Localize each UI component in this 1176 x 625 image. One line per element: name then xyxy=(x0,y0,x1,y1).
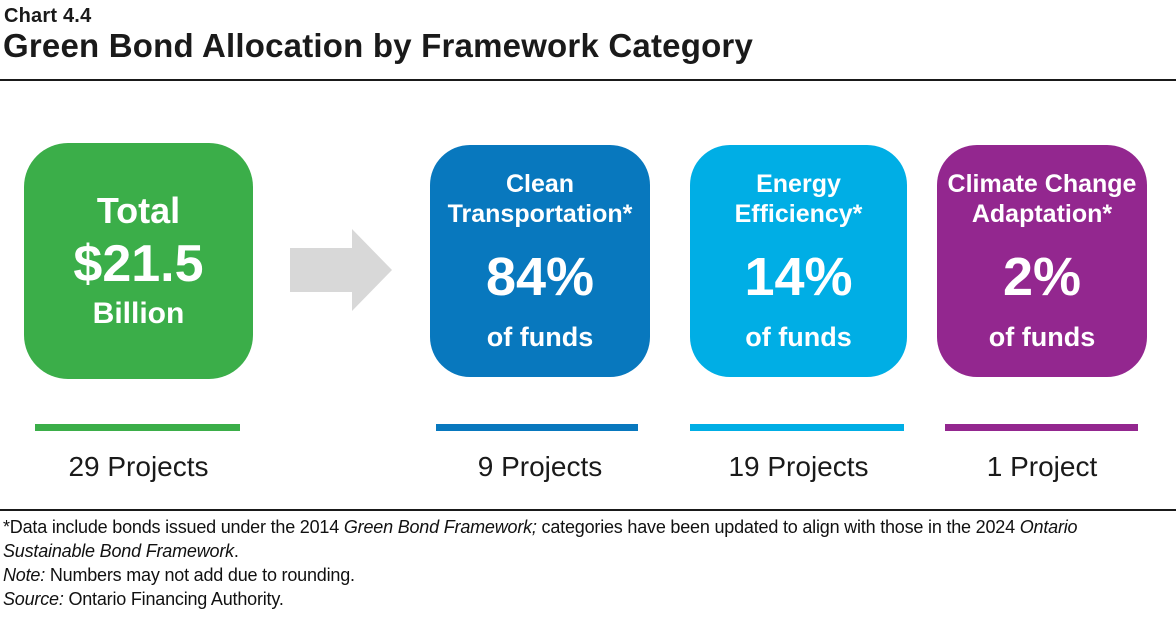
category-percent: 2% xyxy=(1002,246,1082,307)
category-funds-label: of funds xyxy=(745,322,852,352)
footnote-divider xyxy=(0,509,1176,511)
header-divider xyxy=(0,79,1176,81)
projects-label-climate-change-adaptation: 1 Project xyxy=(986,451,1098,482)
footnote-text: categories have been updated to align wi… xyxy=(536,517,1020,537)
footnote-source: Source: Ontario Financing Authority. xyxy=(3,587,1083,611)
total-card: Total $21.5 Billion xyxy=(24,143,253,379)
footnote-text: . xyxy=(233,541,239,561)
total-unit: Billion xyxy=(92,297,185,330)
footnote-note: Note: Numbers may not add due to roundin… xyxy=(3,563,1083,587)
category-title: Energy Efficiency* xyxy=(734,170,863,228)
total-label: Total xyxy=(96,190,181,231)
underline-bar-energy-efficiency xyxy=(690,424,904,431)
projects-label-clean-transportation: 9 Projects xyxy=(477,451,603,482)
category-funds-label: of funds xyxy=(988,322,1096,352)
category-title: Climate Change Adaptation* xyxy=(947,170,1137,228)
category-card-climate-change-adaptation: Climate Change Adaptation* 2% of funds xyxy=(937,145,1147,377)
projects-label-energy-efficiency: 19 Projects xyxy=(728,451,869,482)
category-card-clean-transportation: Clean Transportation* 84% of funds xyxy=(430,145,650,377)
footnote-data: *Data include bonds issued under the 201… xyxy=(3,515,1083,563)
footnote-italic-framework: Green Bond Framework; xyxy=(343,517,537,537)
footnote-text: *Data include bonds issued under the 201… xyxy=(3,517,344,537)
category-title: Clean Transportation* xyxy=(447,170,633,228)
total-amount: $21.5 xyxy=(73,235,204,293)
underline-bar-total xyxy=(35,424,240,431)
category-percent: 84% xyxy=(485,246,595,307)
footnote-italic-ontario-framework: Ontario Sustainable Bond Framework xyxy=(3,517,1078,561)
underline-bar-climate-change-adaptation xyxy=(945,424,1138,431)
category-funds-label: of funds xyxy=(486,322,594,352)
footnotes: *Data include bonds issued under the 201… xyxy=(3,515,1173,611)
source-label: Source: xyxy=(3,589,64,609)
chart-number-label: Chart 4.4 xyxy=(4,5,92,27)
source-text: Ontario Financing Authority. xyxy=(63,589,284,609)
category-percent: 14% xyxy=(744,246,853,307)
note-text: Numbers may not add due to rounding. xyxy=(45,565,355,585)
category-card-energy-efficiency: Energy Efficiency* 14% of funds xyxy=(690,145,907,377)
note-label: Note: xyxy=(3,565,46,585)
underline-bar-clean-transportation xyxy=(436,424,638,431)
arrow-right-icon xyxy=(290,229,392,311)
projects-label-total: 29 Projects xyxy=(68,451,209,482)
page-title: Green Bond Allocation by Framework Categ… xyxy=(3,27,754,64)
